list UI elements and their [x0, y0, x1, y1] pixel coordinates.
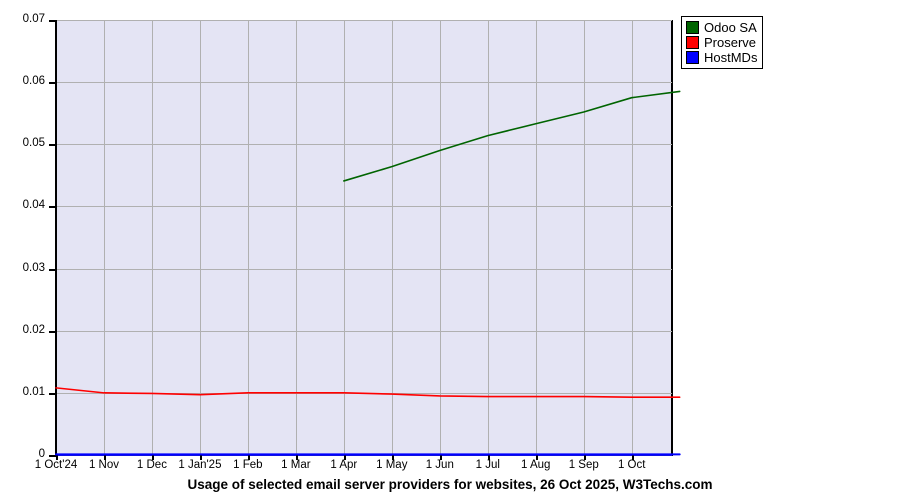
gridline-horizontal: [56, 20, 672, 21]
plot-area: [56, 20, 672, 455]
legend-item[interactable]: Proserve: [686, 35, 757, 50]
x-axis-tick: [488, 455, 490, 460]
legend-item-label: Odoo SA: [704, 19, 757, 35]
legend: Odoo SA Proserve HostMDs: [681, 16, 764, 69]
chart-caption: Usage of selected email server providers…: [187, 477, 713, 492]
y-axis-label: 0.07: [22, 13, 45, 25]
gridline-vertical: [248, 20, 249, 455]
legend-swatch-icon: [686, 51, 699, 64]
gridline-horizontal: [56, 82, 672, 83]
x-axis-tick: [440, 455, 442, 460]
y-axis-tick: [49, 269, 57, 271]
y-axis-tick: [49, 82, 57, 84]
y-axis-label: 0.02: [22, 323, 45, 336]
x-axis-label: 1 Jun: [425, 459, 454, 471]
y-axis-line: [55, 20, 57, 456]
x-axis-tick: [56, 455, 58, 460]
gridline-vertical: [488, 20, 489, 455]
x-axis-label: 1 Apr: [330, 459, 358, 471]
x-axis-tick: [248, 455, 250, 460]
plot-right-border: [671, 20, 673, 456]
gridline-vertical: [392, 20, 393, 455]
x-axis-line: [56, 454, 672, 456]
legend-item[interactable]: Odoo SA: [686, 20, 757, 35]
x-axis-tick: [632, 455, 634, 460]
gridline-horizontal: [56, 144, 672, 145]
x-axis-label: 1 Sep: [568, 459, 599, 471]
x-axis-label: 1 Dec: [136, 459, 167, 471]
y-axis-tick: [49, 206, 57, 208]
gridline-horizontal: [56, 331, 672, 332]
x-axis-tick: [392, 455, 394, 460]
y-axis-tick: [49, 331, 57, 333]
y-axis-tick: [49, 144, 57, 146]
y-axis-label: 0.01: [22, 385, 45, 398]
x-axis-label: 1 Oct'24: [34, 459, 78, 471]
y-axis-tick: [49, 20, 57, 22]
gridline-vertical: [584, 20, 585, 455]
legend-item[interactable]: HostMDs: [686, 50, 757, 65]
x-axis-tick: [200, 455, 202, 460]
y-axis-label: 0: [38, 448, 45, 460]
y-axis-label: 0.05: [22, 137, 45, 150]
x-axis-label: 1 Aug: [521, 459, 551, 471]
x-axis-tick: [104, 455, 106, 460]
x-axis-label: 1 Jul: [475, 459, 500, 471]
x-axis-tick: [344, 455, 346, 460]
x-axis-tick: [152, 455, 154, 460]
gridline-vertical: [200, 20, 201, 455]
x-axis-tick: [536, 455, 538, 460]
gridline-vertical: [104, 20, 105, 455]
gridline-horizontal: [56, 269, 672, 270]
y-axis-tick: [49, 393, 57, 395]
x-axis-label: 1 Feb: [233, 459, 263, 471]
gridline-vertical: [632, 20, 633, 455]
legend-item-label: HostMDs: [704, 49, 758, 65]
y-axis-label: 0.04: [22, 199, 45, 212]
gridline-horizontal: [56, 393, 672, 394]
gridline-horizontal: [56, 206, 672, 207]
x-axis-label: 1 May: [376, 459, 408, 471]
y-axis-tick: [49, 455, 57, 457]
gridline-vertical: [440, 20, 441, 455]
legend-swatch-icon: [686, 21, 699, 34]
gridline-vertical: [296, 20, 297, 455]
x-axis-label: 1 Oct: [617, 459, 646, 471]
x-axis-label: 1 Mar: [281, 459, 311, 471]
legend-item-label: Proserve: [704, 34, 757, 50]
gridline-vertical: [152, 20, 153, 455]
y-axis-label: 0.03: [22, 261, 45, 274]
x-axis-tick: [584, 455, 586, 460]
gridline-vertical: [536, 20, 537, 455]
legend-swatch-icon: [686, 36, 699, 49]
x-axis-label: 1 Jan'25: [178, 459, 222, 471]
x-axis-tick: [296, 455, 298, 460]
gridline-vertical: [344, 20, 345, 455]
x-axis-label: 1 Nov: [88, 459, 119, 471]
y-axis-label: 0.06: [22, 75, 45, 88]
